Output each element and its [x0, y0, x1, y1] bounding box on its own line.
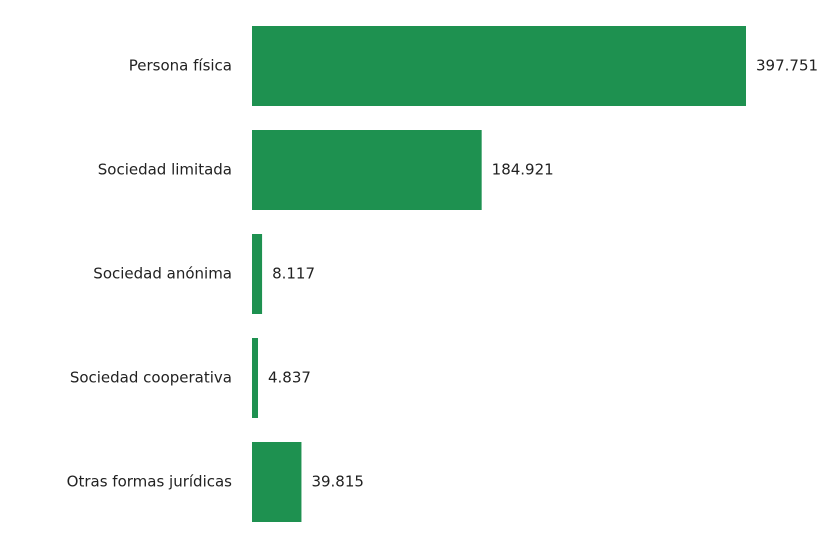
bar-3	[252, 338, 259, 418]
category-label-3: Sociedad cooperativa	[70, 369, 232, 387]
category-label-2: Sociedad anónima	[93, 265, 232, 283]
bar-1	[252, 130, 482, 210]
value-labels: 397.751 184.921 8.117 4.837 39.815	[268, 57, 818, 491]
value-label-0: 397.751	[756, 57, 818, 75]
bar-2	[252, 234, 263, 314]
category-labels: Persona física Sociedad limitada Sociedad …	[67, 57, 233, 491]
bar-0	[252, 26, 746, 106]
bars-layer	[252, 26, 746, 522]
value-label-1: 184.921	[492, 161, 554, 179]
value-label-3: 4.837	[268, 369, 311, 387]
category-label-4: Otras formas jurídicas	[67, 473, 233, 491]
value-label-4: 39.815	[311, 473, 364, 491]
bar-4	[252, 442, 302, 522]
category-label-1: Sociedad limitada	[98, 161, 232, 179]
value-label-2: 8.117	[272, 265, 315, 283]
category-label-0: Persona física	[129, 57, 232, 75]
